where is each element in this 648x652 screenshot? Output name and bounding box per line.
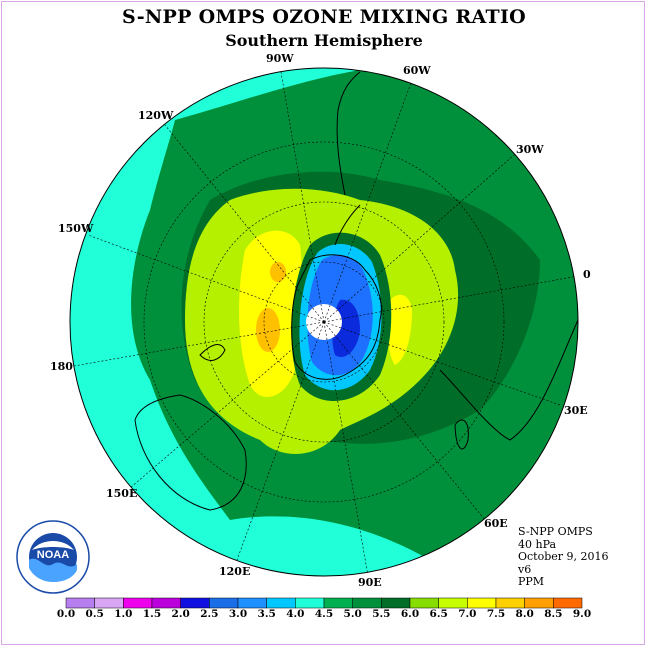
lon-label-90w: 90W — [266, 52, 294, 65]
colorbar-tick-label: 3.0 — [228, 608, 248, 620]
antarctica-coastline — [291, 204, 382, 380]
colorbar-tick-label: 7.5 — [486, 608, 506, 620]
south-america-coast — [336, 71, 361, 196]
colorbar-tick-label: 5.5 — [372, 608, 391, 620]
lon-label-180: 180 — [50, 360, 73, 373]
colorbar-tick-label: 6.5 — [429, 608, 448, 620]
colorbar-tick-label: 5.0 — [343, 608, 362, 620]
colorbar-tick-label: 4.5 — [314, 608, 334, 620]
map-subtitle: Southern Hemisphere — [225, 31, 423, 50]
colorbar-tick-label: 8.5 — [544, 608, 563, 620]
colorbar-tick-label: 7.0 — [458, 608, 477, 620]
info-date: October 9, 2016 — [518, 550, 609, 563]
lon-label-120w: 120W — [138, 109, 174, 122]
colorbar-tick-label: 0.5 — [85, 608, 104, 620]
africa-coast — [439, 319, 578, 441]
graticule — [73, 71, 578, 576]
colorbar-tick-label: 4.0 — [286, 608, 305, 620]
colorbar-tick-label: 2.0 — [171, 608, 190, 620]
info-block: S-NPP OMPS 40 hPa October 9, 2016 v6 PPM — [518, 525, 609, 589]
lon-label-90e: 90E — [358, 576, 382, 589]
field-yellow-right — [387, 294, 412, 365]
lon-label-30e: 30E — [564, 404, 588, 417]
lon-label-30w: 30W — [516, 143, 544, 156]
nz-coast — [199, 344, 226, 361]
colorbar-tick-label: 0.0 — [56, 608, 76, 620]
lon-label-120e: 120E — [219, 565, 251, 578]
australia-coast — [134, 394, 247, 511]
colorbar-tick-label: 6.0 — [400, 608, 420, 620]
lon-label-60e: 60E — [484, 517, 508, 530]
colorbar-tick-label: 2.5 — [200, 608, 219, 620]
info-units: PPM — [518, 575, 545, 588]
colorbar-tick-label: 1.5 — [142, 608, 162, 620]
colorbar-tick-label: 8.0 — [515, 608, 534, 620]
info-version: v6 — [518, 562, 532, 576]
field-orange-2 — [270, 262, 286, 282]
noaa-logo: NOAA — [16, 520, 90, 594]
map-title: S-NPP OMPS OZONE MIXING RATIO — [121, 6, 527, 28]
lon-label-150e: 150E — [106, 487, 138, 500]
info-instrument: S-NPP OMPS — [518, 525, 593, 538]
colorbar-tick-label: 3.5 — [257, 608, 276, 620]
colorbar-tick-label: 9.0 — [572, 608, 592, 620]
colorbar-tick-label: 1.0 — [114, 608, 133, 620]
field-orange — [256, 308, 280, 352]
noaa-logo-icon: NOAA — [16, 520, 90, 594]
lon-label-150w: 150W — [58, 222, 94, 235]
info-level: 40 hPa — [518, 537, 557, 551]
map-border — [69, 67, 579, 577]
lon-label-0: 0 — [583, 268, 591, 281]
lon-label-60w: 60W — [403, 64, 431, 77]
svg-text:NOAA: NOAA — [37, 549, 69, 561]
